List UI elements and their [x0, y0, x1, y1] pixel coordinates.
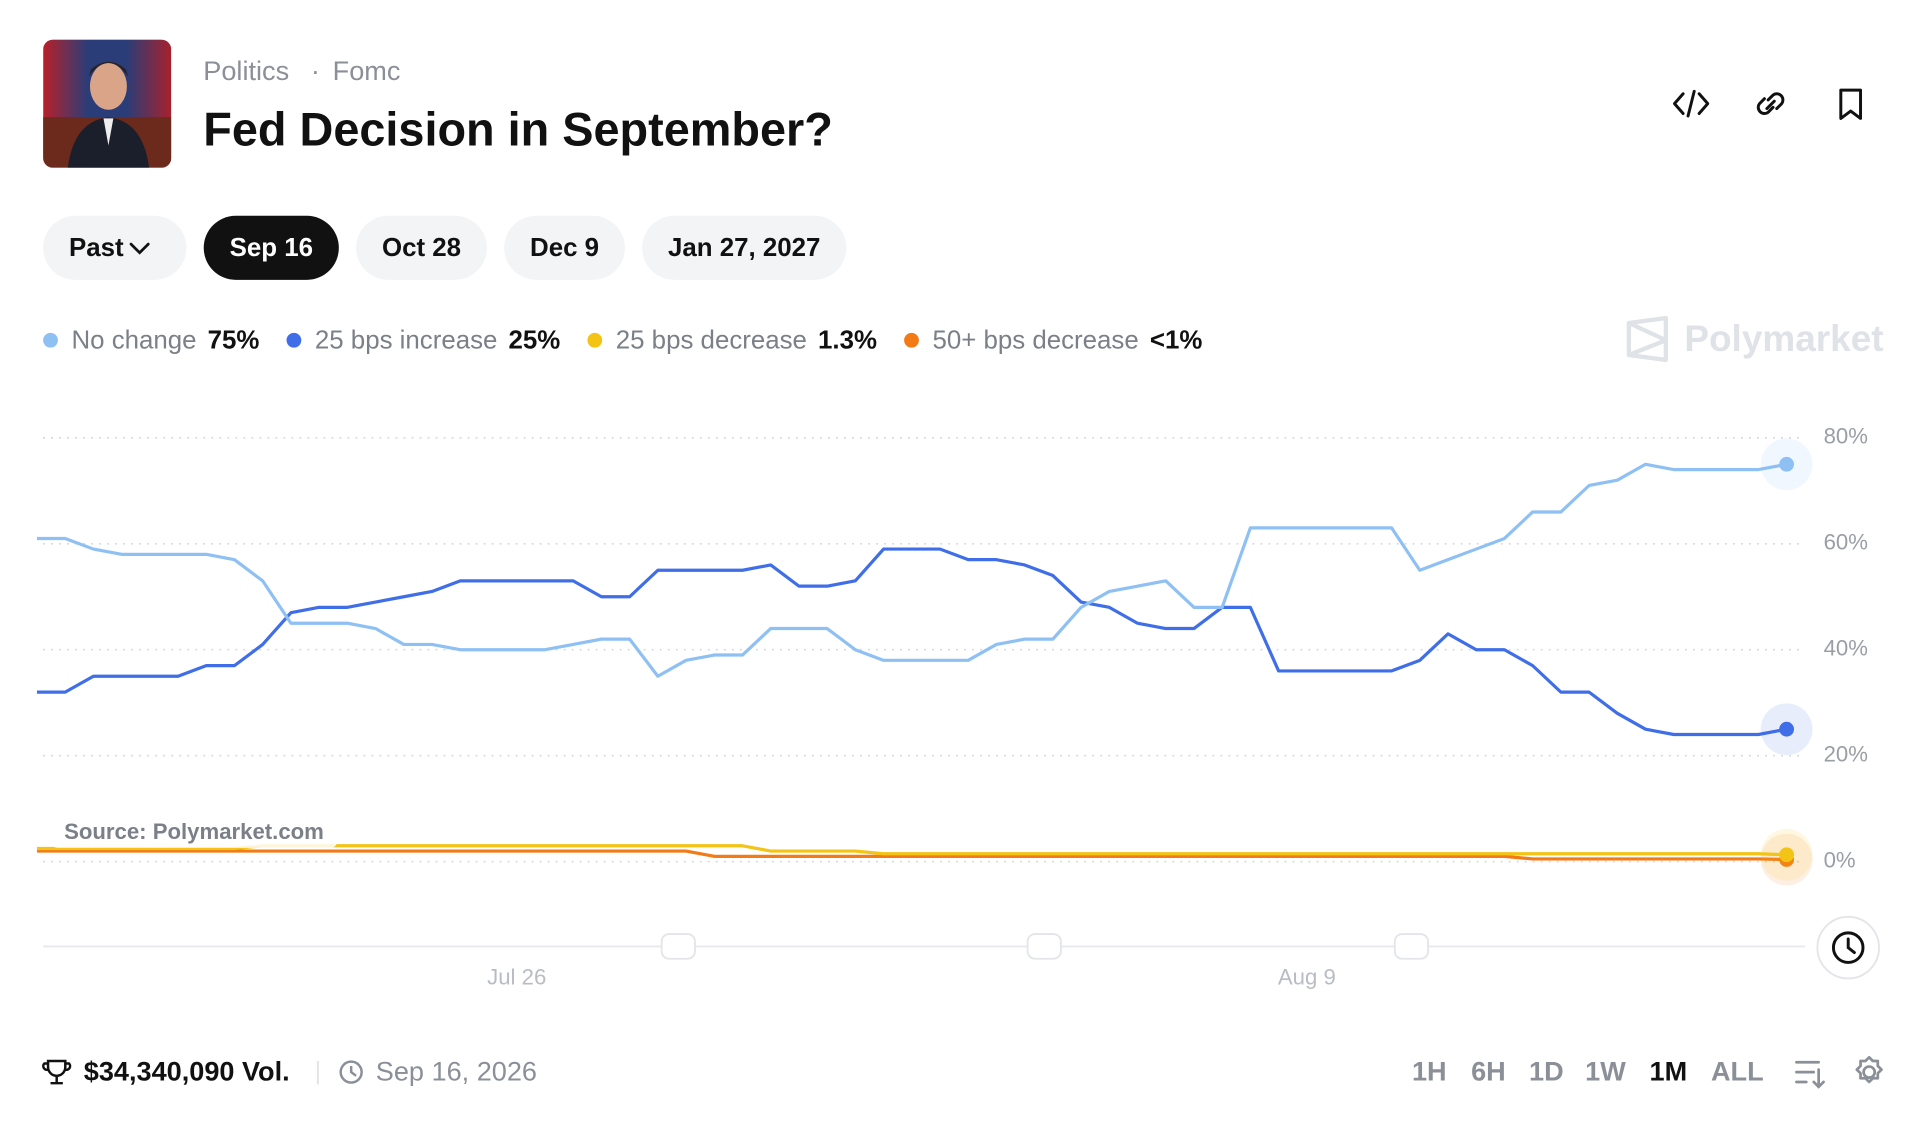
range-button[interactable]: 1H [1412, 1055, 1447, 1086]
breadcrumb[interactable]: Politics [203, 55, 289, 86]
end-point [1779, 456, 1794, 472]
embed-button[interactable] [1673, 89, 1710, 118]
y-tick-label: 60% [1824, 530, 1868, 555]
tab-background [642, 215, 847, 280]
date-tab[interactable]: Oct 28 [356, 215, 487, 280]
legend-dot [286, 332, 302, 348]
legend-value: 1.3% [818, 326, 877, 354]
legend: No change 75% 25 bps increase 25% 25 bps dec… [43, 326, 1202, 354]
range-button[interactable]: 1M [1650, 1055, 1688, 1086]
tab-label: Sep 16 [230, 234, 313, 262]
range-button[interactable]: ALL [1711, 1055, 1764, 1086]
settings-button[interactable] [1855, 1055, 1883, 1084]
date-tab[interactable]: Dec 9 [504, 215, 625, 280]
volume-text: $34,340,090 Vol. [84, 1055, 290, 1086]
range-button[interactable]: 1D [1529, 1055, 1564, 1086]
chevron [129, 242, 150, 255]
tab-background [43, 215, 187, 280]
end-date: Sep 16, 2026 [339, 1055, 537, 1086]
time-ranges: 1H 6H 1D 1W 1M ALL [1412, 1055, 1764, 1086]
series-line [36, 462, 1787, 678]
history-button[interactable] [1816, 915, 1880, 980]
range-handle[interactable] [1393, 933, 1429, 960]
legend-value: <1% [1150, 326, 1202, 354]
date-tab[interactable]: Sep 16 [203, 215, 339, 280]
breadcrumb-separator: · [311, 55, 320, 86]
breadcrumb[interactable]: Fomc [333, 55, 401, 86]
chart: 0% 20% 40% 60% 80% Jul 26 Aug 9 [36, 424, 1868, 989]
watermark-text: Polymarket [1684, 318, 1883, 359]
end-date-text: Sep 16, 2026 [376, 1055, 537, 1086]
y-tick-label: 20% [1824, 742, 1868, 767]
volume: $34,340,090 Vol. [42, 1055, 290, 1086]
market-image [43, 39, 172, 168]
legend-name: 50+ bps decrease [932, 326, 1138, 354]
date-tab[interactable]: Jan 27, 2027 [642, 215, 847, 280]
tab-label: Past [69, 234, 124, 262]
legend-dot [904, 332, 919, 348]
tab-label: Jan 27, 2027 [668, 234, 820, 262]
date-tabs: Past Sep 16 Oct 28 Dec 9 Jan 27, 2027 [43, 215, 847, 280]
y-tick-label: 80% [1824, 424, 1868, 449]
bookmark-button[interactable] [1839, 88, 1863, 120]
range-handle[interactable] [1026, 933, 1062, 960]
tab-background [203, 215, 339, 280]
tab-background [356, 215, 487, 280]
legend-name: 25 bps increase [315, 326, 498, 354]
copy-link-button[interactable] [1756, 92, 1785, 115]
date-tab[interactable]: Past [43, 215, 187, 280]
y-tick-label: 40% [1824, 636, 1868, 661]
series-line [36, 849, 1787, 862]
market-title: Fed Decision in September? [203, 104, 833, 156]
watermark: Polymarket [1626, 315, 1884, 363]
y-tick-label: 0% [1824, 848, 1856, 873]
range-handle[interactable] [660, 933, 696, 960]
end-point [1779, 847, 1794, 863]
legend-name: 25 bps decrease [616, 326, 807, 354]
source-text: Source: Polymarket.com [64, 819, 324, 844]
tab-background [504, 215, 625, 280]
source-badge: Source: Polymarket.com [50, 817, 338, 848]
range-button[interactable]: 6H [1471, 1055, 1506, 1086]
legend-dot [43, 332, 58, 348]
tab-label: Oct 28 [382, 234, 461, 262]
range-button[interactable]: 1W [1585, 1055, 1626, 1086]
legend-value: 25% [509, 326, 561, 354]
legend-dot [587, 332, 603, 348]
tab-label: Dec 9 [530, 234, 599, 262]
sort-button[interactable] [1795, 1060, 1825, 1089]
x-tick-label: Aug 9 [1278, 964, 1336, 989]
x-tick-label: Jul 26 [487, 964, 546, 989]
series-line [36, 547, 1787, 737]
legend-name: No change [71, 326, 196, 354]
end-point [1779, 721, 1794, 737]
legend-value: 75% [208, 326, 260, 354]
